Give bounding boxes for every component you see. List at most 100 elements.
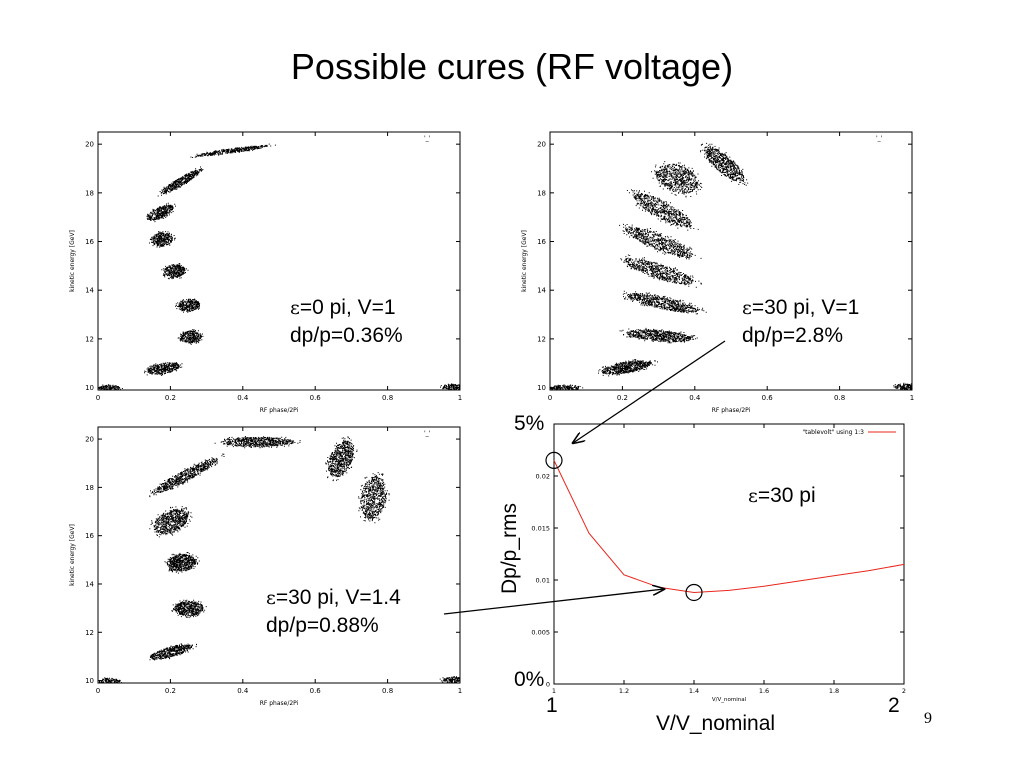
y-tick-label: 10	[85, 384, 94, 392]
epsilon-symbol: ε	[748, 485, 758, 507]
plot-frame	[549, 131, 913, 391]
particle-cluster	[161, 263, 189, 280]
x-tick-label: 1	[458, 687, 462, 695]
y-tick-label: 0	[546, 681, 550, 689]
particle-cluster	[358, 472, 390, 524]
annotation-line-1: =0 pi, V=1	[299, 296, 396, 319]
y-axis-label: kinetic energy [GeV]	[69, 524, 76, 586]
y-tick-label: 12	[85, 335, 94, 343]
x-tick-label: 0	[548, 394, 552, 402]
particle-cluster	[190, 143, 276, 158]
phase-space-plot-3: 0 0.2 0.4 0.6 0.8 1 10 12 14 16 18 20 RF phase/2Pi ki…	[58, 423, 468, 713]
y-tick-label: 12	[85, 629, 94, 637]
arrow-to-v14-point	[443, 589, 664, 615]
x-tick-label: 1	[458, 394, 462, 402]
y-tick-label: 20	[85, 436, 94, 444]
annotation-line-1: =30 pi, V=1	[751, 296, 860, 319]
phase-space-plot-1-svg: 0 0.2 0.4 0.6 0.8 1 10 12 14 16 18 20 RF phase/2Pi ki…	[69, 131, 462, 414]
x-tick-label: 0.6	[310, 394, 322, 402]
y-axis-label: kinetic energy [GeV]	[521, 230, 528, 292]
x-tick-label: 0.6	[762, 394, 774, 402]
x-tick-label: 0.6	[310, 687, 322, 695]
slide-title: Possible cures (RF voltage)	[290, 46, 734, 87]
particle-cluster	[144, 362, 183, 376]
y-tick-label: 14	[537, 287, 546, 295]
particle-cluster	[149, 643, 197, 661]
particle-cluster	[149, 506, 193, 538]
annotation-eps0-v1: ε=0 pi, V=1 dp/p=0.36%	[290, 294, 403, 350]
x-axis-label: RF phase/2Pi	[260, 407, 299, 414]
annotation-line-1: =30 pi	[757, 484, 816, 507]
x-tick-label: 0.8	[382, 687, 393, 695]
annotation-eps30-v14: ε=30 pi, V=1.4 dp/p=0.88%	[266, 584, 401, 640]
y-tick-label: 18	[537, 189, 546, 197]
particle-cluster	[177, 329, 204, 345]
epsilon-symbol: ε	[290, 297, 300, 319]
y-tick-label: 12	[537, 335, 546, 343]
particle-cluster	[149, 453, 225, 498]
x-tick-label: 0.8	[382, 394, 393, 402]
particle-cluster	[439, 676, 460, 683]
y-tick-label: 20	[85, 141, 94, 149]
y-tick-label: 16	[537, 238, 546, 246]
phase-space-plot-2-svg: 0 0.2 0.4 0.6 0.8 1 10 12 14 16 18 20 RF phase/2Pi ki…	[521, 131, 914, 414]
x-tick-label: 0	[96, 687, 100, 695]
x-tick-label: 1	[910, 394, 914, 402]
annotation-line-2: dp/p=0.36%	[290, 324, 403, 347]
plot-frame	[553, 423, 905, 685]
annotation-eps30-v1: ε=30 pi, V=1 dp/p=2.8%	[742, 294, 859, 350]
plot-frame	[97, 131, 461, 391]
x-axis-label: V/V_nominal	[712, 697, 747, 703]
dpp-line-chart: 1 1.2 1.4 1.6 1.8 2 0 0.005 0.01 0.015 0.02 V/V_nom…	[510, 418, 910, 703]
particle-cluster	[550, 384, 584, 390]
slide-number: 9	[924, 710, 932, 727]
highlight-circle	[545, 451, 563, 470]
x-tick-label: 1.4	[689, 687, 699, 695]
particle-cluster	[620, 254, 702, 288]
y-tick-label: 0.015	[531, 525, 550, 533]
dpp-line-chart-svg: 1 1.2 1.4 1.6 1.8 2 0 0.005 0.01 0.015 0.02 V/V_nom…	[531, 423, 906, 703]
y-tick-label: 0.02	[536, 473, 550, 481]
particle-cluster	[626, 189, 699, 231]
annotation-line-2: dp/p=2.8%	[742, 324, 844, 347]
x-right-label: 2	[888, 694, 900, 717]
particle-cluster	[175, 298, 201, 313]
x-tick-label: 2	[902, 687, 906, 695]
x-tick-label: 0	[96, 394, 100, 402]
legend-label: '_'	[424, 430, 431, 437]
particle-cluster	[149, 231, 176, 248]
particle-cluster	[98, 677, 122, 683]
x-tick-label: 1	[552, 687, 556, 695]
epsilon-symbol: ε	[266, 587, 276, 609]
particle-cluster	[619, 327, 698, 344]
particle-cluster	[325, 436, 358, 482]
x-tick-label: 0.8	[834, 394, 845, 402]
y-tick-label: 14	[85, 287, 94, 295]
annotation-eps30: ε=30 pi	[748, 482, 816, 510]
particle-cluster	[146, 202, 176, 223]
phase-space-plot-1: 0 0.2 0.4 0.6 0.8 1 10 12 14 16 18 20 RF phase/2Pi ki…	[58, 128, 468, 420]
phase-space-plot-3-svg: 0 0.2 0.4 0.6 0.8 1 10 12 14 16 18 20 RF phase/2Pi ki…	[69, 426, 462, 707]
y-bottom-label: 0%	[514, 668, 545, 691]
y-tick-label: 16	[85, 238, 94, 246]
plot-frame	[97, 426, 461, 684]
series-line	[553, 460, 905, 594]
y-tick-label: 18	[85, 189, 94, 197]
annotation-line-1: =30 pi, V=1.4	[275, 586, 401, 609]
phase-space-plot-2: 0 0.2 0.4 0.6 0.8 1 10 12 14 16 18 20 RF phase/2Pi ki…	[510, 128, 920, 420]
y-tick-label: 10	[85, 677, 94, 685]
x-tick-label: 1.6	[759, 687, 769, 695]
y-tick-label: 0.005	[531, 629, 550, 637]
x-axis-title: V/V_nominal	[656, 712, 776, 735]
x-tick-label: 0.2	[617, 394, 628, 402]
y-top-label: 5%	[514, 412, 545, 435]
particle-cluster	[893, 382, 912, 390]
x-left-label: 1	[546, 694, 558, 717]
particle-cluster	[214, 436, 301, 449]
y-tick-label: 16	[85, 532, 94, 540]
x-axis-label: RF phase/2Pi	[260, 700, 299, 707]
x-axis-label: RF phase/2Pi	[712, 407, 751, 414]
x-tick-label: 0.4	[237, 687, 249, 695]
particle-cluster	[164, 552, 200, 574]
